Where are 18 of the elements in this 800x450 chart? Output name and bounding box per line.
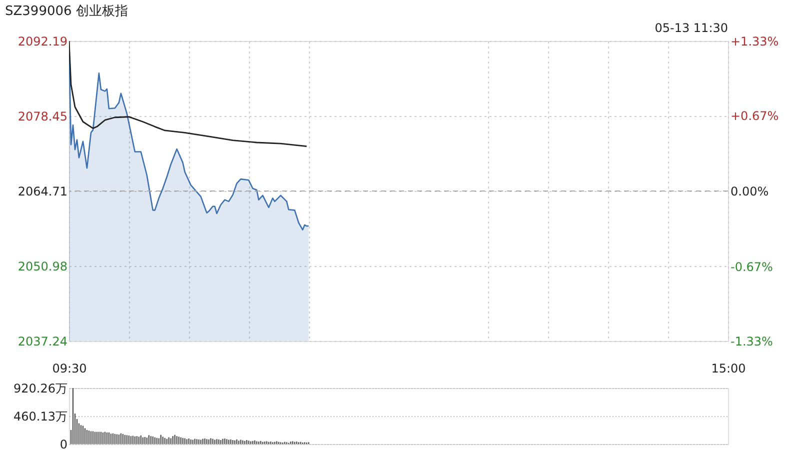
x-tick-label: 15:00 xyxy=(711,362,746,376)
y2-tick-label: +0.67% xyxy=(730,108,779,123)
y-tick-label: 2050.98 xyxy=(18,259,68,274)
y-tick-label: 0 xyxy=(60,438,68,450)
y-tick-label: 2092.19 xyxy=(18,34,68,48)
y2-tick-label: -0.67% xyxy=(730,260,773,274)
text: 05-13 11:30 xyxy=(654,21,728,35)
y2-tick-label: +1.33% xyxy=(730,34,779,48)
chart-title: SZ399006 创业板指 xyxy=(5,4,128,19)
y-tick-label: 920.26万 xyxy=(14,382,68,396)
x-tick-label: 09:30 xyxy=(52,362,87,376)
y-tick-label: 460.13万 xyxy=(14,410,68,424)
line-series xyxy=(69,41,308,148)
y-tick-label: 2037.24 xyxy=(18,334,68,348)
y2-tick-label: -1.33% xyxy=(730,334,773,348)
y2-tick-label: 0.00% xyxy=(730,184,769,198)
y-tick-label: 2078.45 xyxy=(18,110,68,124)
y-tick-label: 2064.71 xyxy=(18,184,68,199)
